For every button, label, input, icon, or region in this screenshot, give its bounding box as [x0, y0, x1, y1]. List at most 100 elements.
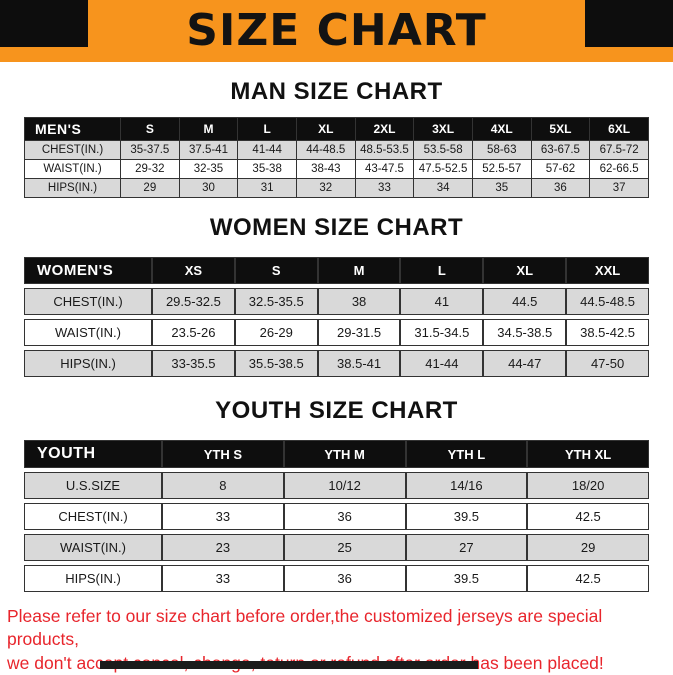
header-row: WOMEN'S XS S M L XL XXL [24, 257, 649, 284]
table-row: U.S.SIZE 8 10/12 14/16 18/20 [24, 472, 649, 499]
size-value-cell: 41-44 [400, 350, 484, 377]
section-heading-men: MAN SIZE CHART [230, 78, 443, 105]
size-value-cell: 38.5-42.5 [566, 319, 649, 346]
size-value-cell: 23.5-26 [152, 319, 235, 346]
size-value-cell: 26-29 [234, 319, 318, 346]
section-men: MAN SIZE CHART MEN'S S M L XL 2XL 3XL 4XL 5XL 6XL… [0, 78, 673, 198]
size-value-cell: 44-48.5 [295, 140, 356, 160]
size-value-cell: 10/12 [283, 472, 406, 499]
page-title: SIZE CHART [186, 5, 487, 56]
charts-area: MAN SIZE CHART MEN'S S M L XL 2XL 3XL 4XL 5XL 6XL… [0, 78, 673, 596]
size-header-cell: 3XL [413, 117, 473, 141]
women-size-table: WOMEN'S XS S M L XL XXL CHEST(IN.) 29.5-32.5 32.5… [24, 253, 649, 381]
size-value-cell: 39.5 [405, 565, 528, 592]
size-header-cell: YTH XL [527, 440, 649, 468]
men-size-table: MEN'S S M L XL 2XL 3XL 4XL 5XL 6XL CHEST(IN.) 35-37… [24, 117, 649, 198]
row-label-cell: U.S.SIZE [24, 472, 162, 499]
table-row: CHEST(IN.) 29.5-32.5 32.5-35.5 38 41 44.5 44.5… [24, 288, 649, 315]
size-header-cell: M [317, 257, 401, 284]
banner-corner-left [0, 0, 88, 47]
table-row: WAIST(IN.) 23 25 27 29 [24, 534, 649, 561]
size-value-cell: 29.5-32.5 [152, 288, 235, 315]
size-header-cell: XL [295, 117, 356, 141]
size-value-cell: 8 [162, 472, 284, 499]
section-youth: YOUTH SIZE CHART YOUTH YTH S YTH M YTH L YTH… [0, 397, 673, 596]
size-header-cell: L [400, 257, 484, 284]
size-value-cell: 35 [471, 178, 532, 198]
size-value-cell: 18/20 [527, 472, 649, 499]
banner: SIZE CHART [0, 0, 673, 62]
row-label-cell: CHEST(IN.) [24, 140, 121, 160]
size-value-cell: 30 [178, 178, 239, 198]
size-value-cell: 31.5-34.5 [400, 319, 484, 346]
size-header-cell: S [120, 117, 180, 141]
size-header-cell: L [237, 117, 297, 141]
size-value-cell: 37 [589, 178, 649, 198]
table-title-cell: MEN'S [24, 117, 121, 141]
size-value-cell: 35-37.5 [120, 140, 180, 160]
row-label-cell: HIPS(IN.) [24, 350, 152, 377]
size-value-cell: 48.5-53.5 [354, 140, 415, 160]
size-value-cell: 23 [162, 534, 284, 561]
size-header-cell: XL [483, 257, 567, 284]
size-value-cell: 14/16 [405, 472, 528, 499]
table-row: HIPS(IN.) 33 36 39.5 42.5 [24, 565, 649, 592]
size-value-cell: 33 [354, 178, 415, 198]
size-value-cell: 35-38 [237, 159, 297, 179]
size-header-cell: 2XL [354, 117, 415, 141]
size-value-cell: 44-47 [483, 350, 567, 377]
header-row: YOUTH YTH S YTH M YTH L YTH XL [24, 440, 649, 468]
size-header-cell: 5XL [530, 117, 591, 141]
size-header-cell: YTH L [405, 440, 528, 468]
size-value-cell: 29 [120, 178, 180, 198]
size-value-cell: 29-32 [120, 159, 180, 179]
table-row: CHEST(IN.) 35-37.5 37.5-41 41-44 44-48.5 48.5… [24, 140, 649, 160]
size-value-cell: 44.5-48.5 [566, 288, 649, 315]
bottom-crop-bar [100, 661, 478, 669]
size-value-cell: 32.5-35.5 [234, 288, 318, 315]
size-value-cell: 29 [527, 534, 649, 561]
size-value-cell: 67.5-72 [589, 140, 649, 160]
size-header-cell: XXL [566, 257, 649, 284]
size-value-cell: 34.5-38.5 [483, 319, 567, 346]
header-row: MEN'S S M L XL 2XL 3XL 4XL 5XL 6XL [24, 117, 649, 141]
row-label-cell: WAIST(IN.) [24, 319, 152, 346]
size-value-cell: 47.5-52.5 [413, 159, 473, 179]
disclaimer-line-1: Please refer to our size chart before or… [7, 606, 603, 650]
size-value-cell: 35.5-38.5 [234, 350, 318, 377]
size-header-cell: 6XL [589, 117, 649, 141]
size-value-cell: 43-47.5 [354, 159, 415, 179]
size-value-cell: 37.5-41 [178, 140, 239, 160]
size-value-cell: 38.5-41 [317, 350, 401, 377]
size-value-cell: 39.5 [405, 503, 528, 530]
size-value-cell: 29-31.5 [317, 319, 401, 346]
size-header-cell: YTH M [283, 440, 406, 468]
table-row: HIPS(IN.) 29 30 31 32 33 34 35 36 37 [24, 178, 649, 198]
section-heading-youth: YOUTH SIZE CHART [215, 397, 458, 424]
size-value-cell: 53.5-58 [413, 140, 473, 160]
row-label-cell: HIPS(IN.) [24, 178, 121, 198]
youth-size-table: YOUTH YTH S YTH M YTH L YTH XL U.S.SIZE 8 10/12… [24, 436, 649, 596]
table-row: CHEST(IN.) 33 36 39.5 42.5 [24, 503, 649, 530]
row-label-cell: WAIST(IN.) [24, 534, 162, 561]
size-value-cell: 41-44 [237, 140, 297, 160]
size-value-cell: 38 [317, 288, 401, 315]
size-value-cell: 58-63 [471, 140, 532, 160]
row-label-cell: WAIST(IN.) [24, 159, 121, 179]
size-header-cell: YTH S [162, 440, 284, 468]
table-title-cell: WOMEN'S [24, 257, 152, 284]
size-value-cell: 47-50 [566, 350, 649, 377]
size-value-cell: 36 [283, 503, 406, 530]
size-value-cell: 38-43 [295, 159, 356, 179]
size-value-cell: 34 [413, 178, 473, 198]
size-value-cell: 41 [400, 288, 484, 315]
size-value-cell: 63-67.5 [530, 140, 591, 160]
size-value-cell: 33-35.5 [152, 350, 235, 377]
size-value-cell: 57-62 [530, 159, 591, 179]
table-row: HIPS(IN.) 33-35.5 35.5-38.5 38.5-41 41-44 44-… [24, 350, 649, 377]
size-header-cell: XS [152, 257, 235, 284]
row-label-cell: HIPS(IN.) [24, 565, 162, 592]
size-value-cell: 36 [530, 178, 591, 198]
size-header-cell: M [178, 117, 239, 141]
